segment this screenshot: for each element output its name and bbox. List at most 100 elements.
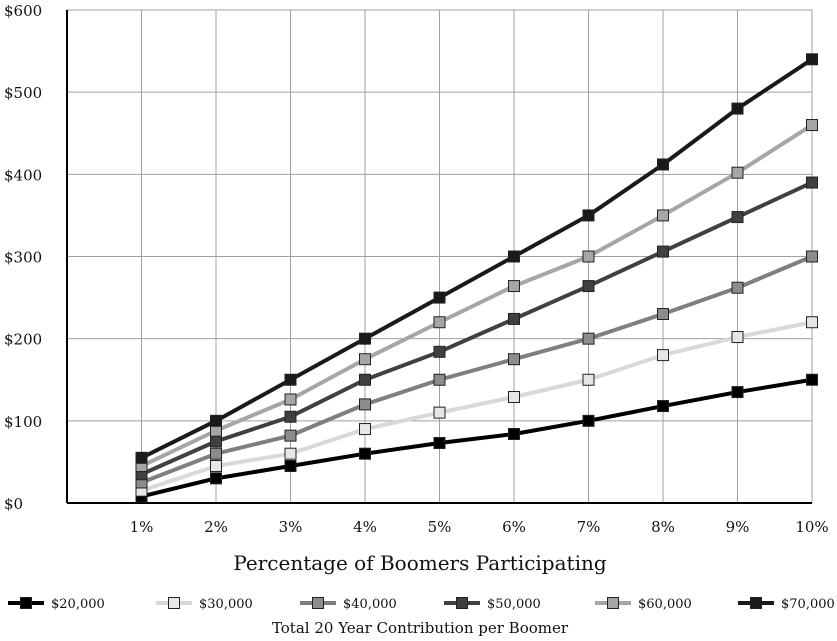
data-point bbox=[657, 349, 669, 362]
data-point bbox=[508, 312, 520, 325]
data-point bbox=[210, 460, 222, 473]
data-point bbox=[210, 447, 222, 460]
series-5 bbox=[135, 53, 818, 464]
x-tick-label: 3% bbox=[279, 518, 303, 536]
data-point bbox=[731, 102, 744, 115]
data-point bbox=[508, 250, 520, 263]
x-axis-label: Percentage of Boomers Participating bbox=[233, 551, 607, 575]
data-point bbox=[582, 209, 595, 222]
data-point bbox=[731, 166, 744, 179]
data-point bbox=[210, 414, 222, 427]
series-4 bbox=[135, 119, 818, 473]
legend-swatch-marker bbox=[20, 597, 32, 609]
data-point bbox=[359, 332, 371, 345]
series-line bbox=[140, 123, 814, 468]
data-point bbox=[210, 472, 222, 485]
legend-swatch-marker bbox=[312, 597, 324, 609]
x-tick-label: 4% bbox=[353, 518, 377, 536]
data-point bbox=[433, 345, 446, 358]
data-point bbox=[508, 427, 520, 440]
data-point bbox=[284, 447, 297, 460]
legend-item: $40,000 bbox=[300, 597, 397, 612]
data-point bbox=[582, 414, 595, 427]
series-line bbox=[140, 180, 813, 477]
data-point bbox=[284, 429, 297, 442]
grid-lines bbox=[67, 9, 813, 503]
x-tick-label: 2% bbox=[204, 518, 228, 536]
series-line bbox=[140, 320, 813, 493]
data-point bbox=[359, 373, 371, 386]
legend-label: $40,000 bbox=[343, 597, 397, 612]
series-1 bbox=[135, 316, 818, 497]
data-point bbox=[508, 391, 520, 404]
legend-label: $50,000 bbox=[487, 597, 541, 612]
series-3 bbox=[135, 176, 818, 481]
y-tick-labels: $0 $100 $200 $300 $400 $500 $600 bbox=[4, 2, 42, 513]
y-tick-label: $500 bbox=[4, 84, 42, 102]
y-tick-label: $200 bbox=[4, 331, 42, 349]
data-point bbox=[806, 373, 818, 386]
y-tick-label: $100 bbox=[4, 413, 42, 431]
legend-swatch-marker bbox=[168, 597, 180, 609]
data-point bbox=[657, 400, 669, 413]
legend-label: $70,000 bbox=[781, 597, 835, 612]
legend-label: $20,000 bbox=[51, 597, 105, 612]
legend-swatch-marker bbox=[456, 597, 468, 609]
data-point bbox=[731, 331, 744, 344]
x-tick-label: 10% bbox=[795, 518, 828, 536]
legend-label: $60,000 bbox=[638, 597, 692, 612]
data-point bbox=[806, 250, 818, 263]
data-point bbox=[359, 423, 371, 436]
legend-caption: Total 20 Year Contribution per Boomer bbox=[272, 619, 569, 637]
data-point bbox=[433, 291, 446, 304]
data-point bbox=[135, 451, 148, 464]
x-tick-label: 1% bbox=[130, 518, 154, 536]
data-point bbox=[806, 53, 818, 66]
y-tick-label: $300 bbox=[4, 249, 42, 267]
data-point bbox=[731, 386, 744, 399]
series-2 bbox=[135, 250, 818, 489]
legend-swatch-marker bbox=[750, 597, 762, 609]
y-tick-label: $400 bbox=[4, 166, 42, 184]
data-point bbox=[806, 176, 818, 189]
data-point bbox=[433, 373, 446, 386]
data-point bbox=[582, 373, 595, 386]
data-point bbox=[657, 158, 669, 171]
data-point bbox=[433, 316, 446, 329]
data-point bbox=[210, 424, 222, 437]
data-point bbox=[433, 437, 446, 450]
series-0 bbox=[135, 373, 818, 503]
x-tick-label: 6% bbox=[502, 518, 526, 536]
legend-item: $20,000 bbox=[8, 597, 105, 612]
x-tick-label: 9% bbox=[726, 518, 750, 536]
x-tick-label: 5% bbox=[428, 518, 452, 536]
x-tick-label: 8% bbox=[651, 518, 675, 536]
data-point bbox=[433, 406, 446, 419]
data-point bbox=[359, 398, 371, 411]
data-point bbox=[508, 280, 520, 293]
legend-swatch-marker bbox=[607, 597, 619, 609]
data-point bbox=[657, 308, 669, 321]
data-point bbox=[210, 435, 222, 448]
series-lines bbox=[135, 53, 818, 503]
data-point bbox=[359, 447, 371, 460]
series-line bbox=[140, 57, 814, 460]
series-line bbox=[141, 377, 813, 499]
data-point bbox=[806, 316, 818, 329]
data-point bbox=[806, 119, 818, 132]
data-point bbox=[582, 280, 595, 293]
legend-item: $50,000 bbox=[444, 597, 541, 612]
data-point bbox=[359, 353, 371, 366]
data-point bbox=[657, 245, 669, 258]
data-point bbox=[731, 281, 744, 294]
data-point bbox=[657, 209, 669, 222]
legend-label: $30,000 bbox=[199, 597, 253, 612]
axes bbox=[66, 10, 812, 504]
legend-item: $30,000 bbox=[156, 597, 253, 612]
data-point bbox=[284, 393, 297, 406]
y-tick-label: $600 bbox=[4, 2, 42, 20]
data-point bbox=[582, 332, 595, 345]
x-tick-label: 7% bbox=[577, 518, 601, 536]
legend-item: $60,000 bbox=[595, 597, 692, 612]
